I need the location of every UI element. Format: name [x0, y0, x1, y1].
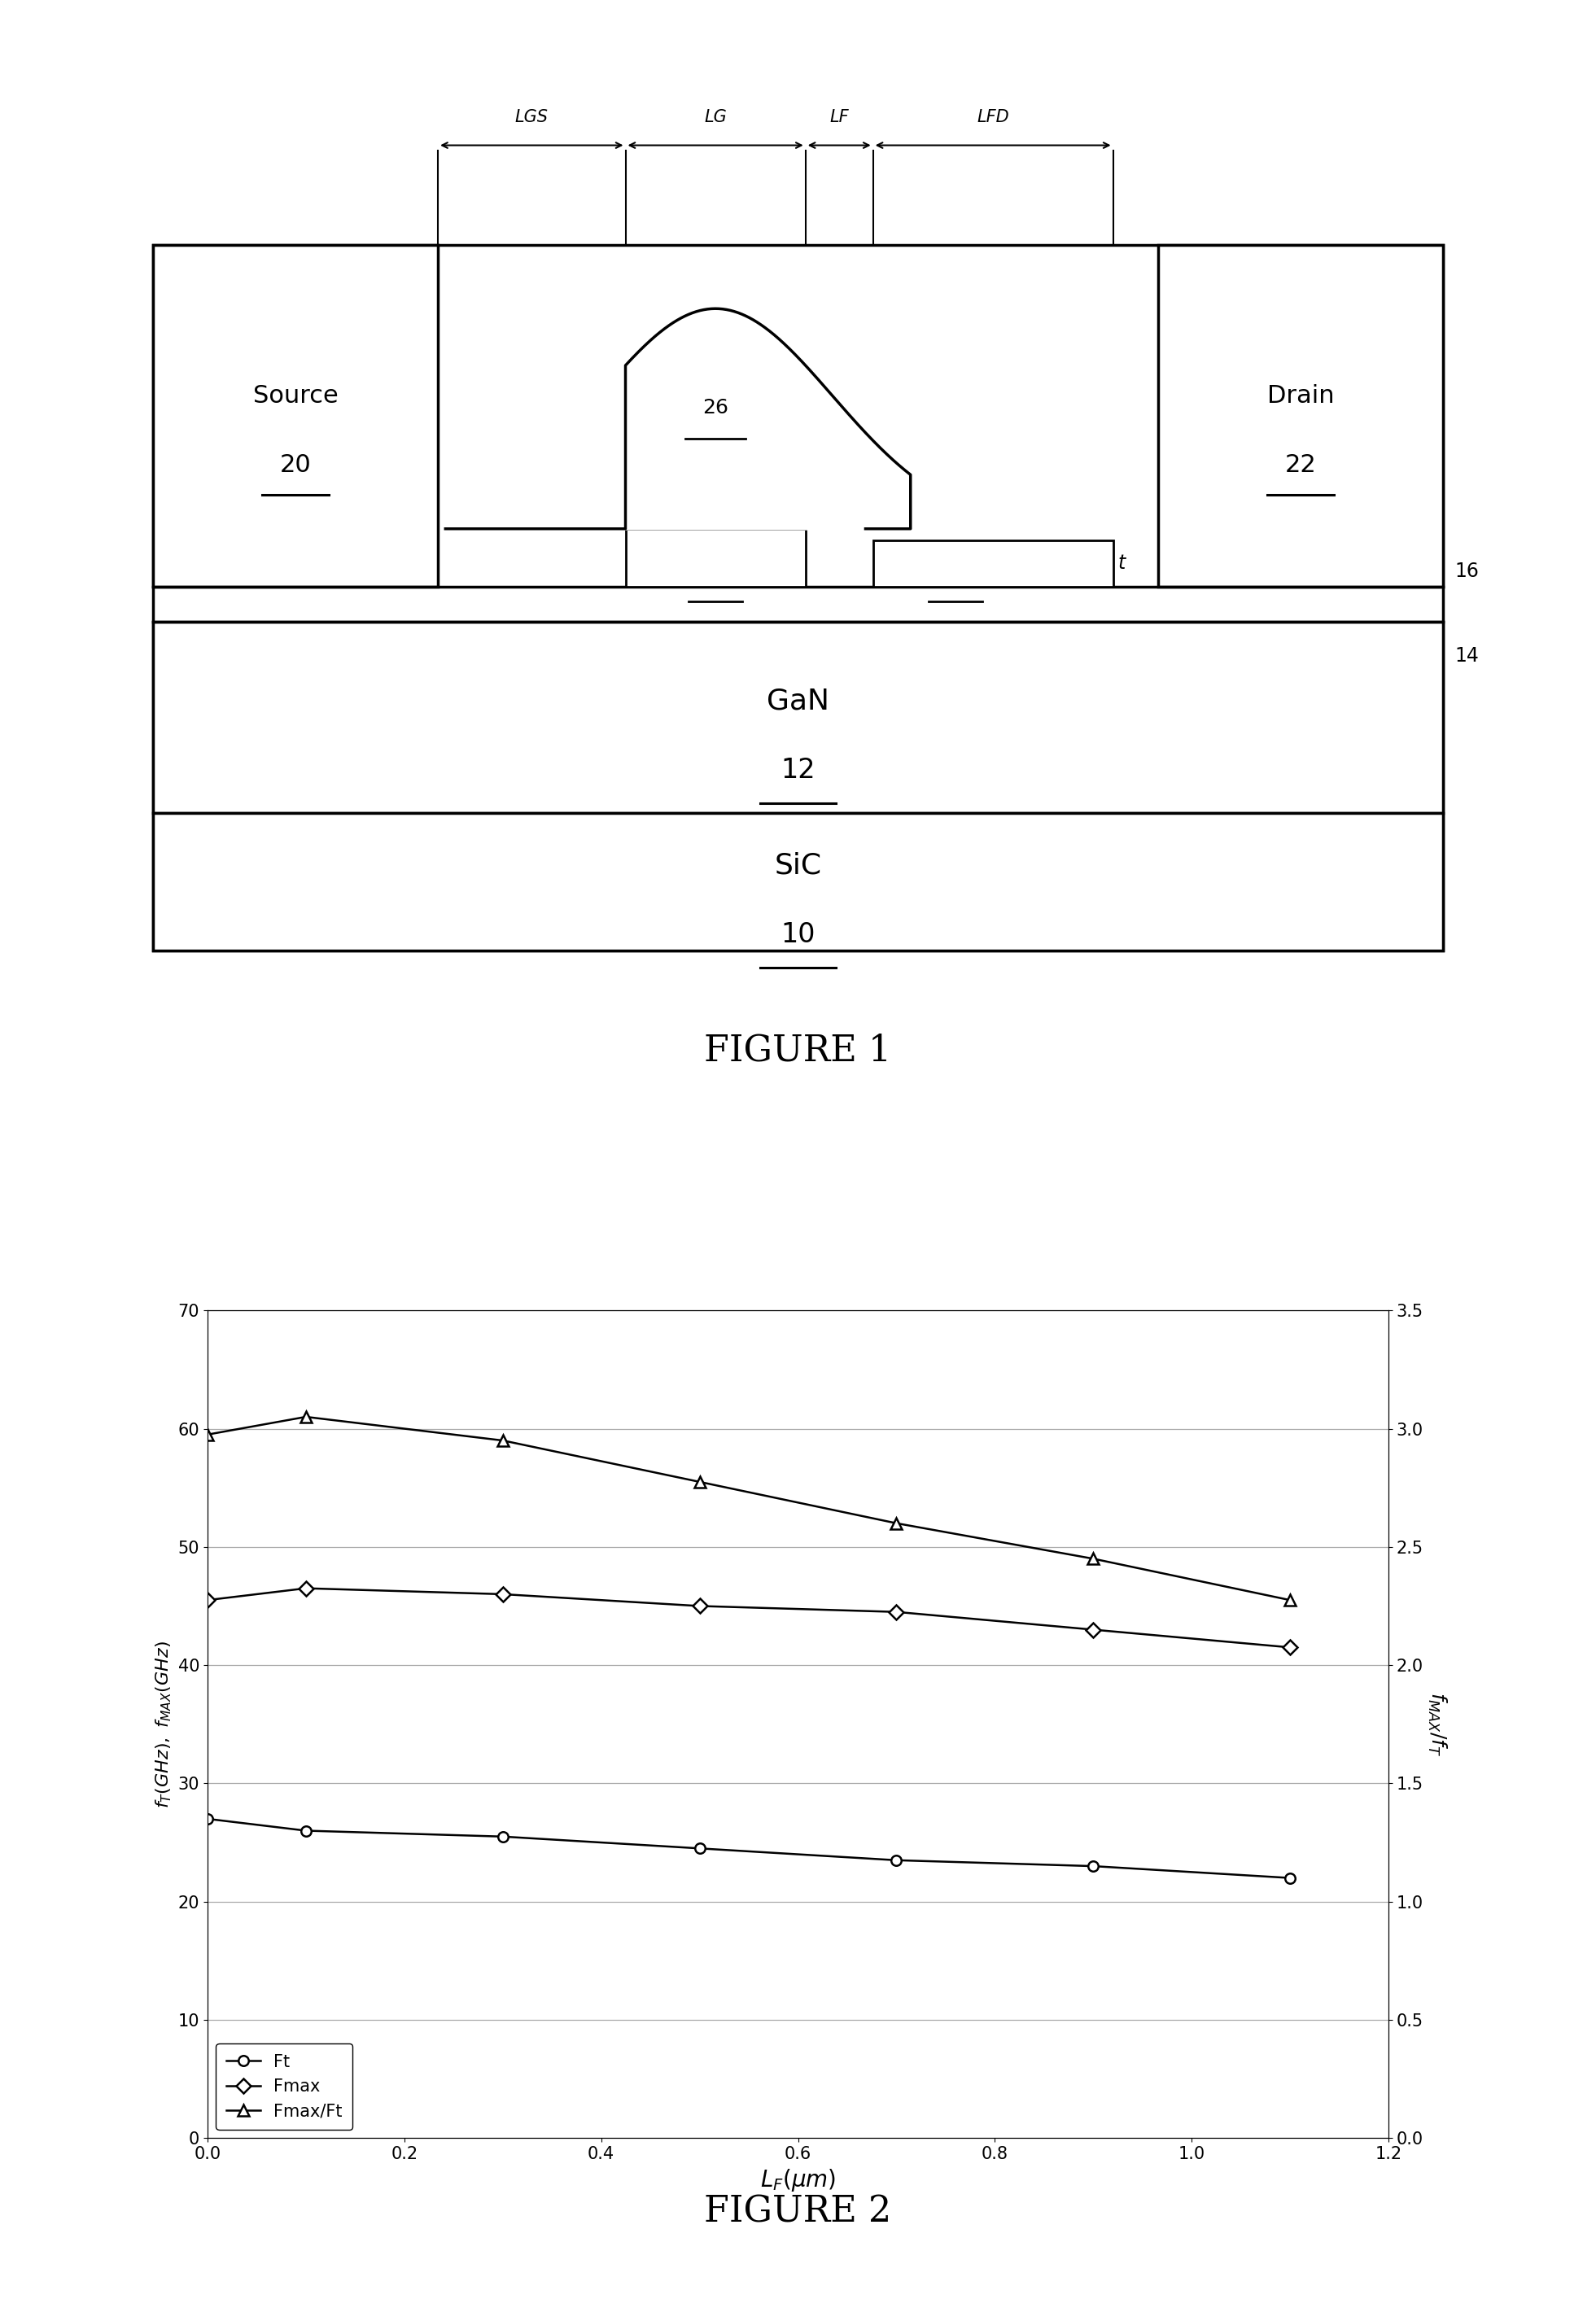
Text: 18: 18	[704, 547, 728, 568]
Text: FIGURE 2: FIGURE 2	[704, 2193, 892, 2230]
Bar	[153, 244, 1443, 952]
Bar	[153, 244, 437, 586]
Text: 12: 12	[780, 756, 816, 784]
Bar	[873, 540, 1112, 586]
Bar	[1159, 244, 1443, 586]
Y-axis label: $f_{MAX}/f_T$: $f_{MAX}/f_T$	[1427, 1692, 1448, 1756]
X-axis label: $L_F(\mu m)$: $L_F(\mu m)$	[760, 2166, 836, 2193]
Text: 26: 26	[702, 398, 728, 418]
Text: 22: 22	[1285, 453, 1317, 478]
Text: 14: 14	[1456, 646, 1479, 667]
Text: SiC: SiC	[774, 851, 822, 878]
Text: LF: LF	[830, 108, 849, 126]
Text: 24: 24	[943, 554, 967, 572]
Text: LG: LG	[704, 108, 726, 126]
Text: 20: 20	[279, 453, 311, 478]
Text: LFD: LFD	[977, 108, 1009, 126]
Text: Drain: Drain	[1267, 384, 1334, 407]
Text: 16: 16	[1456, 561, 1479, 582]
Text: 10: 10	[780, 922, 816, 947]
Text: Source: Source	[252, 384, 338, 407]
Text: FIGURE 1: FIGURE 1	[704, 1032, 892, 1067]
Bar	[626, 529, 806, 586]
Text: GaN: GaN	[766, 687, 830, 715]
Y-axis label: $f_T(GHz),\ f_{MAX}(GHz)$: $f_T(GHz),\ f_{MAX}(GHz)$	[155, 1641, 174, 1807]
Text: t: t	[1117, 554, 1125, 572]
Text: LGS: LGS	[516, 108, 549, 126]
Bar	[153, 623, 1443, 814]
Legend: Ft, Fmax, Fmax/Ft: Ft, Fmax, Fmax/Ft	[215, 2044, 353, 2129]
Bar	[153, 814, 1443, 952]
